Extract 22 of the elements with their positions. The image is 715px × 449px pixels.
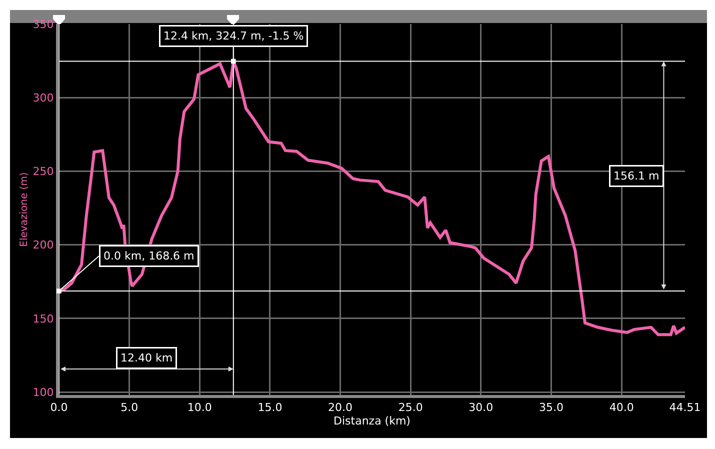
x-tick-label: 0.0 [50, 401, 68, 414]
y-tick-label: 100 [32, 386, 54, 399]
x-tick-label: 25.0 [398, 401, 423, 414]
x-tick-label: 15.0 [258, 401, 282, 414]
x-axis-title: Distanza (km) [334, 414, 410, 428]
annotation: 12.4 km, 324.7 m, -1.5 % [164, 30, 304, 42]
x-tick-label: 20.0 [328, 401, 353, 414]
annotation: 12.40 km [120, 352, 173, 364]
x-tick-label: 5.0 [120, 401, 138, 414]
y-tick-label: 350 [32, 18, 54, 31]
x-tick-label: 10.0 [187, 401, 212, 414]
annotation: 156.1 m [614, 170, 660, 182]
x-tick-label: 30.0 [468, 401, 494, 414]
x-tick-label: 35.0 [539, 401, 564, 414]
y-tick-label: 200 [32, 238, 54, 252]
annotation: 0.0 km, 168.6 m [104, 250, 194, 262]
y-tick-label: 150 [32, 312, 54, 326]
x-tick-label: 44.51 [669, 401, 701, 414]
y-axis-title: Elevazione (m) [18, 172, 30, 247]
y-tick-label: 250 [32, 165, 54, 178]
x-tick-label: 40.0 [609, 401, 634, 414]
y-tick-label: 300 [32, 91, 54, 104]
